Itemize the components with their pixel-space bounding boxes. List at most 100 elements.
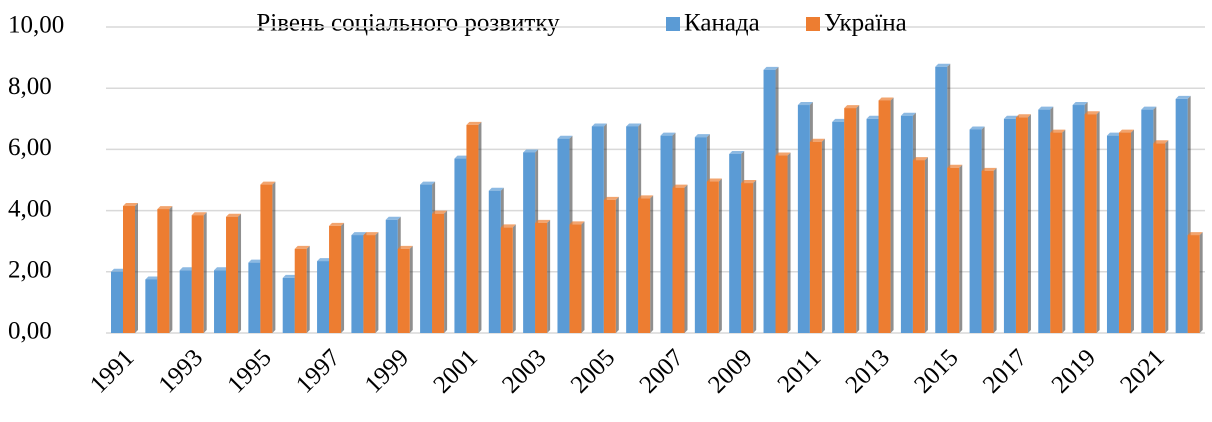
bar-side — [753, 180, 757, 333]
bar — [935, 66, 948, 333]
bar — [191, 215, 204, 333]
bar — [1038, 109, 1051, 334]
bar-side — [615, 196, 619, 333]
bar — [557, 138, 570, 333]
bar-top — [488, 187, 504, 191]
bar-side — [135, 203, 138, 333]
bar — [179, 270, 192, 333]
bar-side — [1199, 232, 1203, 333]
bar-top — [591, 123, 607, 127]
bar-top — [672, 184, 688, 188]
bar — [832, 121, 845, 333]
bar-top — [1072, 102, 1088, 106]
bar-top — [294, 245, 310, 249]
bar-top — [214, 267, 230, 271]
bar-top — [706, 178, 722, 182]
bar — [317, 261, 330, 333]
bar — [844, 108, 857, 333]
bar-side — [684, 184, 688, 333]
bar-top — [569, 221, 585, 225]
bar-top — [832, 118, 848, 122]
bar — [466, 124, 479, 333]
y-tick-label: 8,00 — [8, 73, 52, 100]
bar — [912, 160, 925, 333]
bar-top — [260, 181, 276, 185]
bar-top — [878, 97, 894, 101]
bar-top — [935, 63, 951, 67]
x-tick-label: 2011 — [773, 344, 827, 398]
bar-top — [351, 232, 367, 236]
bar-top — [797, 102, 813, 106]
bar-top — [763, 66, 779, 70]
bar — [797, 105, 810, 333]
bar-top — [729, 150, 745, 154]
bar — [294, 248, 307, 333]
bar-top — [1084, 111, 1100, 115]
bar — [591, 126, 604, 333]
bar-side — [1130, 129, 1134, 333]
bar-top — [363, 232, 379, 236]
legend-label: Україна — [824, 10, 907, 37]
x-tick-label: 2003 — [497, 344, 551, 398]
bar-side — [512, 224, 516, 333]
bar — [363, 235, 376, 333]
bar — [1050, 132, 1063, 333]
bar-side — [375, 232, 379, 333]
bar — [214, 270, 227, 333]
bar-side — [1062, 129, 1066, 333]
bar — [351, 235, 364, 333]
bar-top — [111, 268, 126, 272]
y-tick-label: 6,00 — [8, 134, 52, 161]
bar-side — [718, 178, 722, 333]
bar — [626, 126, 639, 333]
bar-top — [179, 267, 195, 271]
bar — [947, 167, 960, 333]
bar-side — [650, 195, 654, 333]
bar-top — [1118, 129, 1134, 133]
bar-top — [912, 157, 928, 161]
bar-top — [844, 105, 860, 109]
bar-top — [329, 222, 345, 226]
bar-top — [866, 115, 882, 119]
bar — [523, 152, 536, 333]
bar-top — [775, 152, 791, 156]
bar — [111, 271, 123, 333]
bar — [226, 216, 239, 333]
bar — [1084, 114, 1097, 334]
bar — [1153, 143, 1166, 333]
y-tick-label: 0,00 — [8, 318, 52, 345]
bar — [282, 277, 295, 333]
bar — [157, 209, 170, 333]
bar — [660, 135, 673, 333]
bar — [432, 213, 445, 333]
x-tick-label: 2017 — [978, 344, 1032, 398]
bar — [145, 279, 158, 333]
legend-swatch — [806, 17, 820, 31]
x-tick-label: 1997 — [291, 344, 345, 398]
bar — [638, 198, 651, 333]
bar-top — [1175, 95, 1191, 99]
bar-top — [557, 135, 573, 139]
bar-side — [341, 222, 345, 333]
bar-side — [959, 164, 963, 333]
bar-top — [741, 180, 757, 184]
bar-top — [454, 155, 470, 159]
bar-top — [694, 134, 710, 138]
bar — [1141, 109, 1154, 334]
bar-top — [1141, 106, 1157, 110]
bar-top — [123, 203, 138, 207]
bar-top — [420, 181, 436, 185]
x-tick-label: 1993 — [154, 344, 208, 398]
bar — [1118, 132, 1131, 333]
y-tick-label: 10,00 — [8, 12, 64, 39]
bar-top — [660, 132, 676, 136]
bar-top — [523, 149, 539, 153]
bar — [1106, 135, 1119, 333]
bar — [741, 183, 754, 333]
bar-side — [787, 152, 791, 333]
y-tick-label: 4,00 — [8, 195, 52, 222]
bar-top — [466, 121, 482, 125]
bar-side — [238, 213, 242, 333]
bar — [500, 227, 513, 333]
legend-label: Канада — [684, 10, 760, 37]
